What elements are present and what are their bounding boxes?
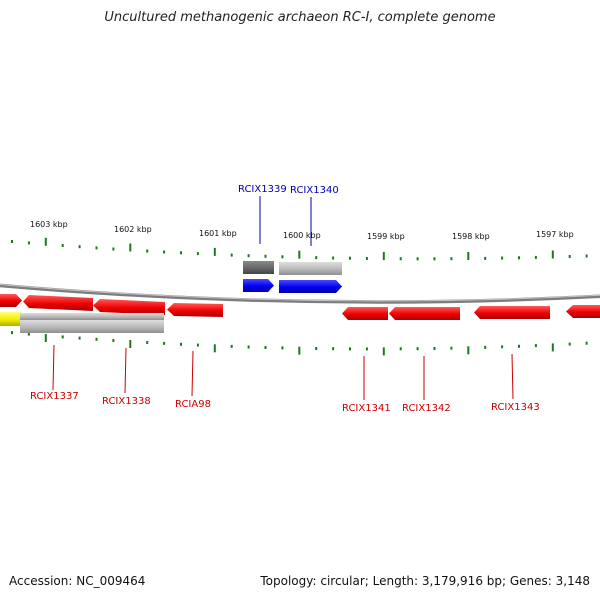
gene-rcix1338-bar[interactable]	[20, 320, 164, 333]
gene-rcix1342[interactable]	[389, 307, 460, 320]
leader-rcia98	[191, 350, 194, 397]
gene-label-rcix1342[interactable]: RCIX1342	[402, 403, 451, 414]
scale-label-1597: 1597 kbp	[536, 230, 574, 239]
gene-left-edge[interactable]	[0, 294, 22, 307]
scale-label-1598: 1598 kbp	[452, 232, 490, 241]
scale-label-1599: 1599 kbp	[367, 232, 405, 241]
scale-label-1602: 1602 kbp	[114, 225, 152, 234]
gene-rcix1339-cds[interactable]	[243, 261, 274, 274]
leader-rcix1343	[511, 353, 514, 400]
genome-backbone	[0, 283, 600, 304]
leader-rcix1338	[124, 347, 127, 394]
gene-rcix1339[interactable]	[243, 279, 274, 292]
genome-summary-text: Topology: circular; Length: 3,179,916 bp…	[260, 574, 590, 588]
gene-rcix1337-bar[interactable]	[20, 313, 164, 320]
gene-rcix1340[interactable]	[279, 280, 342, 293]
accession-text: Accession: NC_009464	[9, 574, 146, 588]
gene-rcix1343[interactable]	[474, 306, 550, 319]
gene-rcix1341[interactable]	[342, 307, 388, 320]
gene-rcia98[interactable]	[167, 303, 223, 317]
gene-rcix1340-cds[interactable]	[279, 262, 342, 275]
genome-backbone-highlight	[0, 283, 600, 302]
leader-rcix1337	[52, 344, 55, 391]
gene-right-edge[interactable]	[566, 305, 600, 318]
gene-rcix1337[interactable]	[23, 295, 93, 311]
map-title: Uncultured methanogenic archaeon RC-I, c…	[104, 10, 496, 25]
scale-label-1600: 1600 kbp	[283, 231, 321, 240]
gene-label-rcix1338[interactable]: RCIX1338	[102, 396, 151, 407]
gene-rcix1338[interactable]	[93, 299, 165, 315]
gene-label-rcix1343[interactable]: RCIX1343	[491, 402, 540, 413]
gene-label-rcix1341[interactable]: RCIX1341	[342, 403, 391, 414]
gene-label-rcix1337[interactable]: RCIX1337	[30, 391, 79, 402]
scale-label-1601: 1601 kbp	[199, 229, 237, 238]
gene-label-rcia98[interactable]: RCIA98	[175, 399, 211, 410]
lower-scale-ticks	[11, 331, 588, 356]
gene-label-rcix1339[interactable]: RCIX1339	[238, 184, 287, 195]
gene-yellow-feature[interactable]	[0, 312, 22, 326]
gene-label-rcix1340[interactable]: RCIX1340	[290, 185, 339, 196]
upper-scale-ticks	[11, 237, 588, 261]
scale-label-1603: 1603 kbp	[30, 220, 68, 229]
